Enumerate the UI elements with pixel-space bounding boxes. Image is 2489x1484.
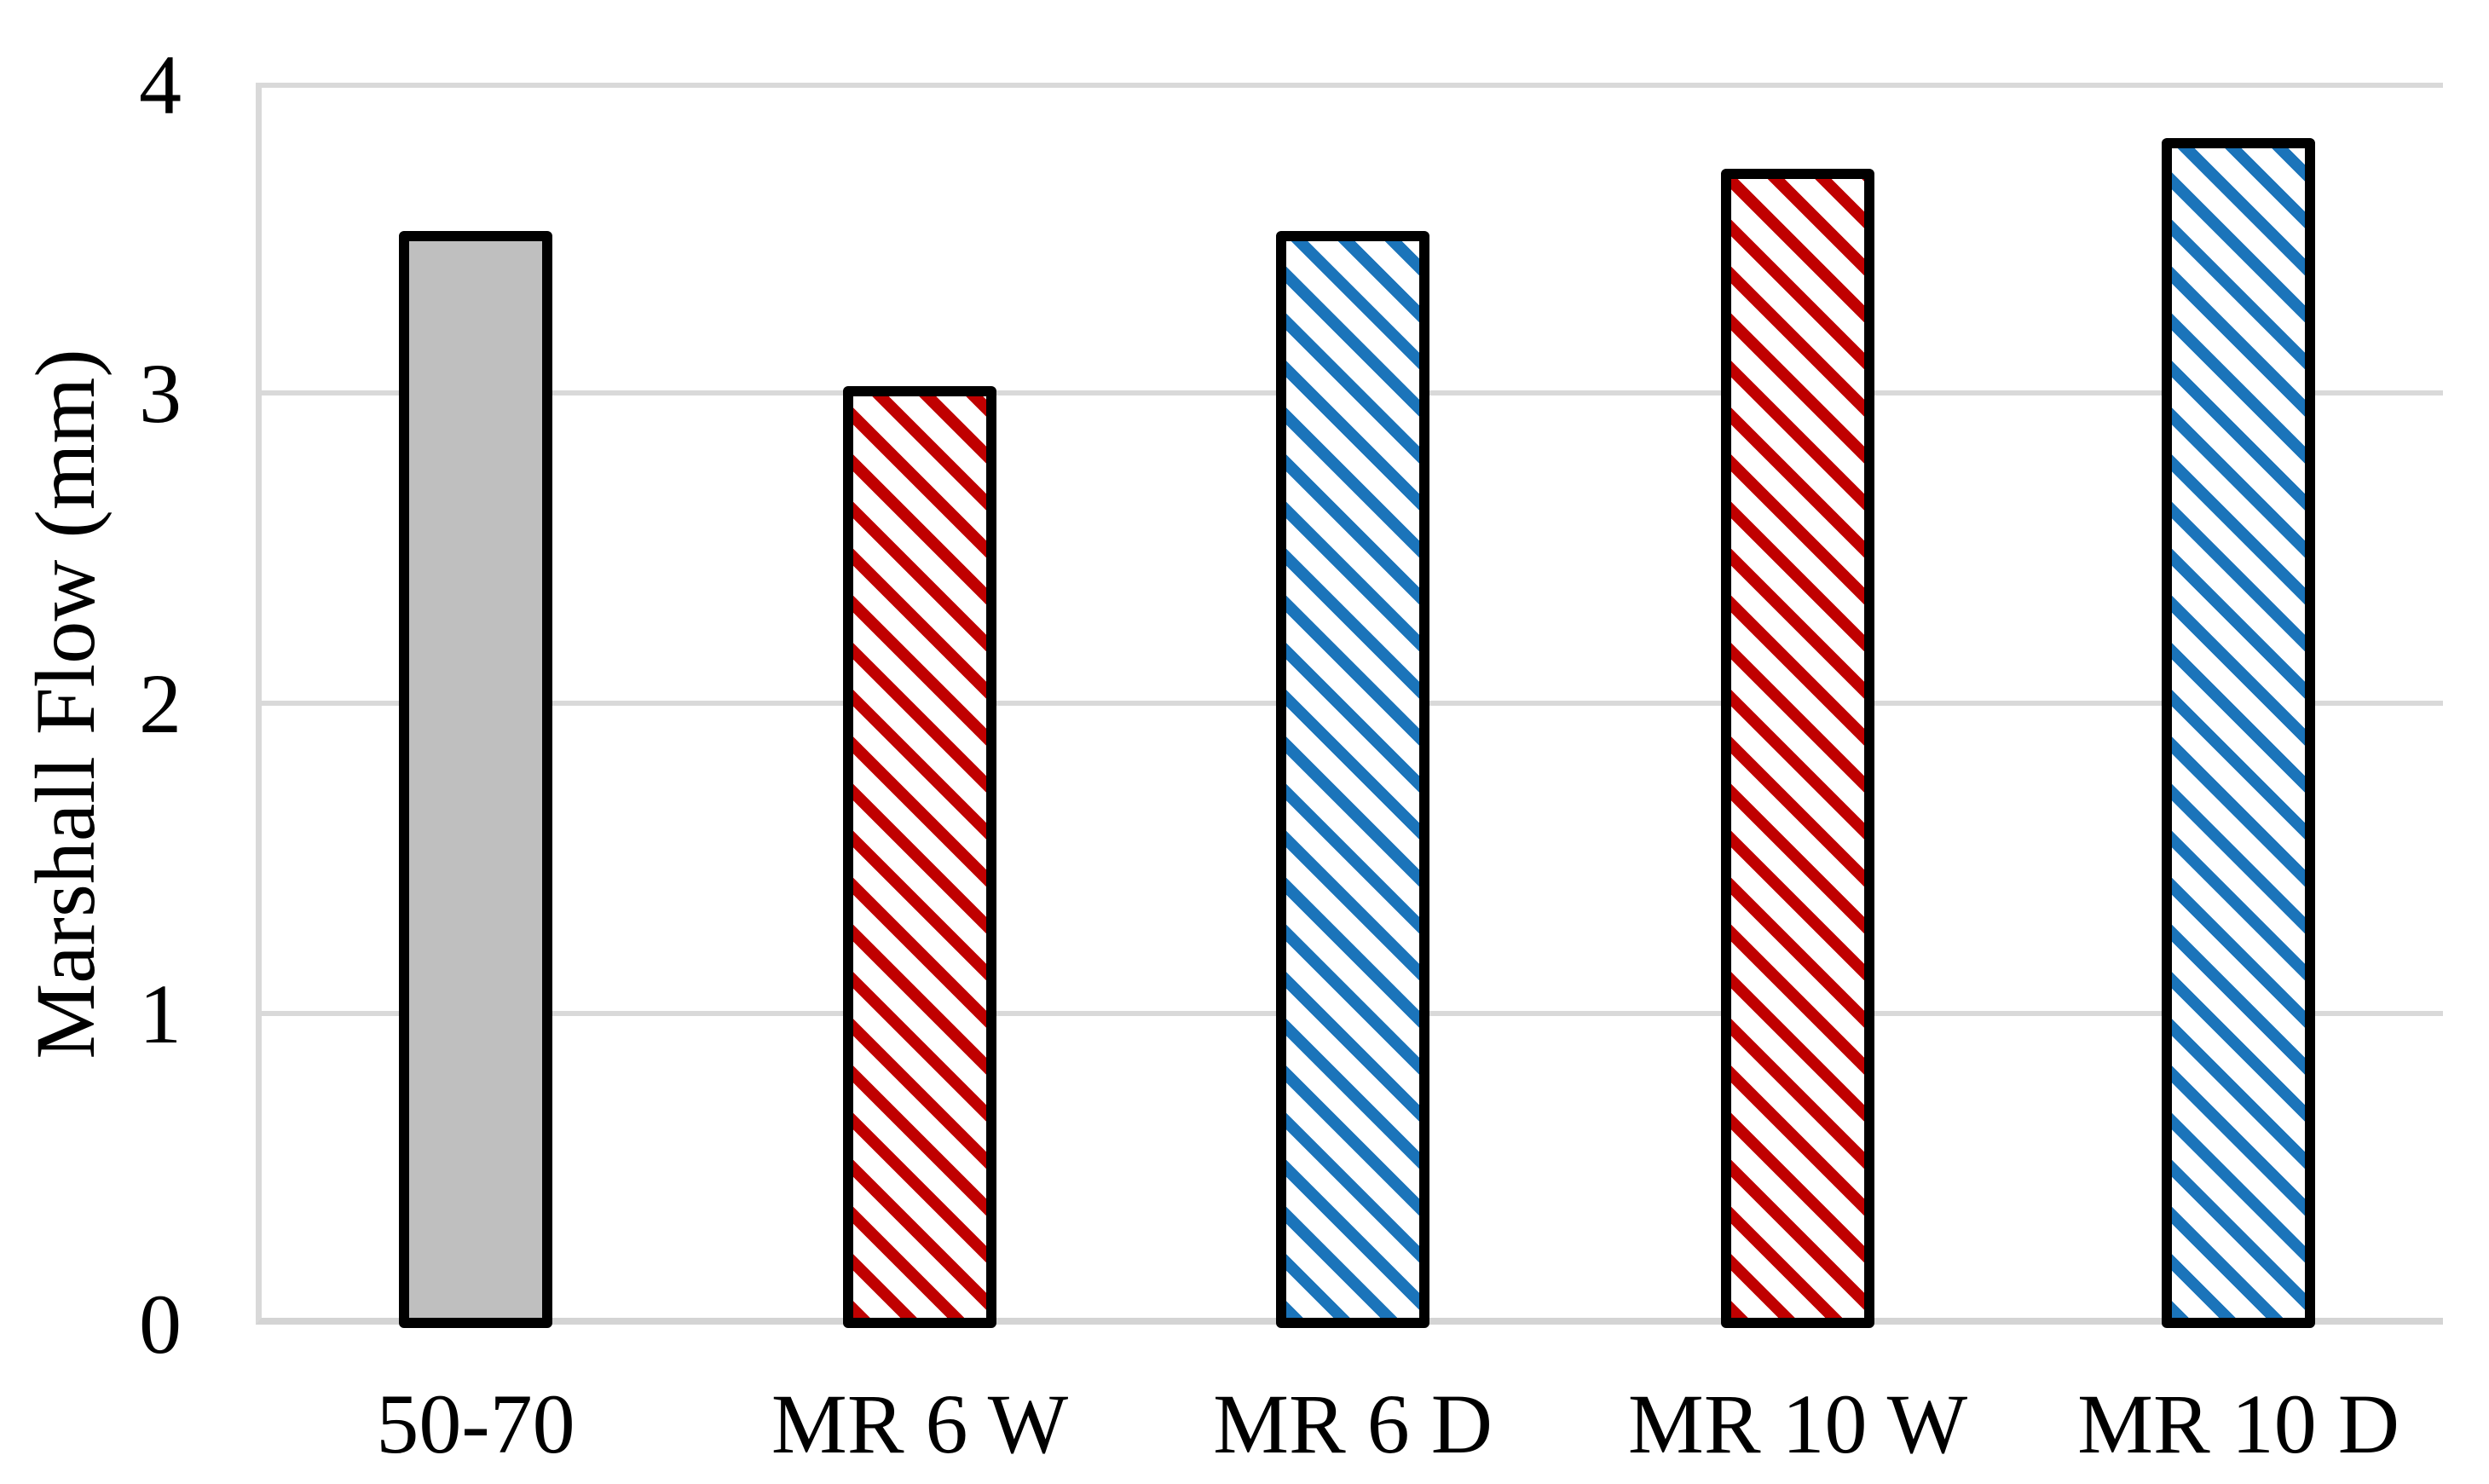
bar-mr-6-w [843, 386, 996, 1328]
bar-mr-6-d [1276, 231, 1429, 1328]
x-label-mr-6-d: MR 6 D [1213, 1377, 1493, 1471]
gridline-4 [262, 83, 2443, 88]
x-label-mr-6-w: MR 6 W [771, 1377, 1069, 1471]
y-tick-label-0: 0 [139, 1277, 182, 1371]
x-label-mr-10-d: MR 10 D [2077, 1377, 2399, 1471]
y-tick-label-3: 3 [139, 346, 182, 441]
bar-mr-10-d [2162, 138, 2315, 1328]
y-tick-label-2: 2 [139, 656, 182, 751]
plot-area [256, 83, 2443, 1328]
bar-50-70 [399, 231, 552, 1328]
x-label-50-70: 50-70 [376, 1377, 575, 1471]
y-tick-label-4: 4 [139, 38, 182, 132]
bar-mr-10-w [1721, 169, 1874, 1328]
x-label-mr-10-w: MR 10 W [1627, 1377, 1968, 1471]
y-tick-label-1: 1 [139, 967, 182, 1061]
